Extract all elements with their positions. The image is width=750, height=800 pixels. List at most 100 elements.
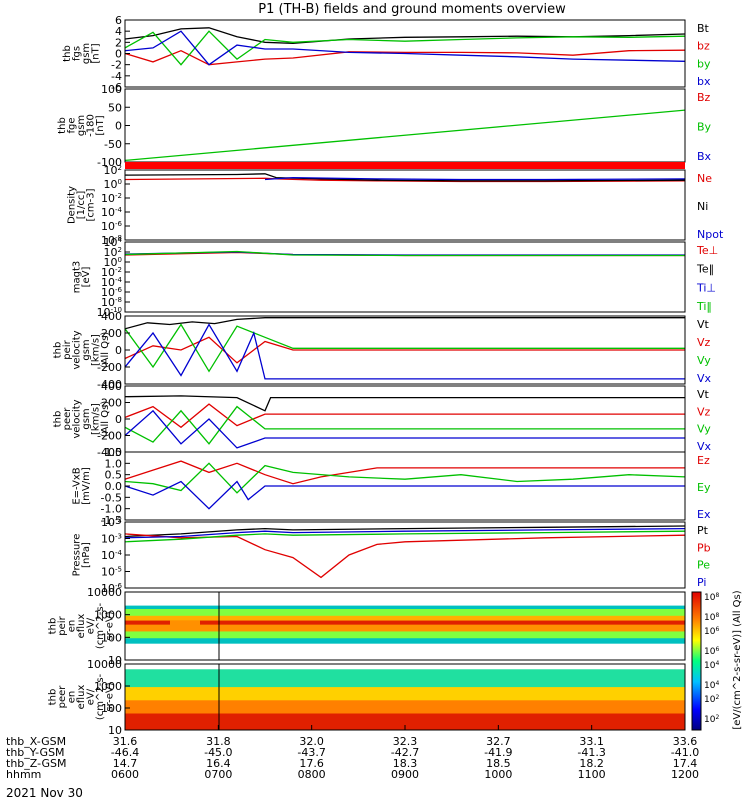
y-tick-label: 2: [115, 36, 122, 49]
series-line-1: [125, 49, 685, 66]
series-line-2: [125, 405, 685, 445]
series-line-1: [125, 336, 685, 364]
colorbar-tick-label: 106: [704, 626, 719, 637]
y-tick-label: 0.0: [105, 480, 123, 493]
series-group: [125, 27, 685, 66]
panel-peer-eflux: 10000 1000 100 10 thbpeerenefluxeV/(cm^2-s-s…: [48, 658, 686, 737]
x-tick-label: 14.7: [113, 757, 138, 770]
y-axis-label: fgs: [71, 46, 82, 61]
y-tick-label: -2: [111, 59, 122, 72]
y-tick-label: 4: [115, 25, 122, 38]
legend-entry: by: [697, 57, 711, 70]
x-tick-label: 32.3: [393, 735, 418, 748]
y-tick-label: 400: [101, 380, 122, 393]
heatmap-band: [125, 624, 685, 632]
y-tick-label: -1.0: [101, 503, 122, 516]
series-line-2: [125, 250, 685, 257]
series-line-0: [125, 177, 685, 183]
legend-entry: Te⊥: [696, 244, 718, 257]
y-tick-label: 100: [104, 256, 122, 269]
plot-frame: [124, 241, 686, 313]
y-tick-label: 10000: [87, 658, 122, 671]
y-tick-label: 1.5: [105, 446, 123, 459]
y-tick-label: 10-4: [101, 549, 123, 562]
y-axis-label: Density: [67, 186, 78, 224]
plot-frame: [124, 169, 686, 241]
y-tick-label: 10000: [87, 586, 122, 599]
y-tick-label: 6: [115, 14, 122, 27]
figure-title: P1 (TH-B) fields and ground moments over…: [258, 2, 566, 17]
legend-entry: bx: [697, 75, 711, 88]
y-tick-label: 10-5: [101, 566, 122, 579]
heatmap-band: [125, 638, 685, 645]
flag-band: [125, 162, 685, 169]
legend-entry: Pi: [697, 576, 706, 589]
x-tick-label: 18.5: [486, 757, 511, 770]
y-axis-label: [eV]: [81, 267, 92, 288]
legend-entry: Ti‖: [696, 300, 712, 313]
colorbar-tick-label: 108: [704, 592, 719, 603]
y-axis-label: (cm^2-s-: [95, 673, 106, 720]
panels-group: 6420-2-4-6thbfgsgsm[nT]Btbzbybx100500-50…: [48, 14, 724, 737]
x-tick-label: -43.7: [297, 746, 325, 759]
y-tick-label: 100: [104, 178, 122, 191]
series-line-2: [125, 323, 685, 373]
x-tick-label: 31.6: [113, 735, 138, 748]
y-axis-label: gsm: [81, 339, 92, 360]
y-axis-label: [nPa]: [81, 542, 92, 568]
y-tick-label: 1.0: [105, 457, 123, 470]
colorbar-tick-label: 102: [704, 714, 719, 725]
legend-entry: Ni: [697, 200, 708, 213]
series-group: [125, 173, 685, 183]
y-tick-label: 0: [115, 48, 122, 61]
series-line-0: [125, 109, 685, 162]
y-axis-label: eV/: [86, 617, 97, 634]
legend-entry: Bz: [697, 91, 711, 104]
heatmap-band: [125, 592, 685, 607]
heatmap-band: [125, 700, 685, 714]
date-label: 2021 Nov 30: [6, 786, 83, 800]
colorbar-tick-label: 104: [704, 660, 719, 671]
y-tick-label: -400: [97, 378, 122, 391]
x-tick-label: 18.2: [579, 757, 604, 770]
legend-entry: Vy: [697, 423, 711, 436]
colorbar-tick-label: 106: [704, 646, 719, 657]
x-tick-label: 1100: [578, 768, 606, 781]
legend-entry: Pb: [697, 541, 711, 554]
y-axis-label: (All Qs): [100, 401, 111, 438]
legend-entry: Vt: [697, 388, 710, 401]
series-line-3: [125, 30, 685, 66]
legend-entry: Vy: [697, 354, 711, 367]
series-line-3: [125, 409, 685, 449]
y-axis-label: [nT]: [95, 115, 106, 135]
y-tick-label: -0.5: [101, 491, 122, 504]
y-axis-label: sr-eV): [105, 611, 116, 640]
y-tick-label: 10: [108, 654, 122, 667]
series-group: [125, 525, 685, 579]
series-group: [125, 250, 685, 257]
y-axis-label: gsm: [81, 408, 92, 429]
y-axis-label: [km/s]: [90, 403, 101, 435]
series-line-0: [125, 395, 685, 412]
y-axis-label: thb: [52, 342, 63, 359]
y-axis-label: [km/s]: [90, 334, 101, 366]
x-tick-label: 33.1: [579, 735, 604, 748]
heatmap-patch: [170, 620, 200, 629]
y-axis-label: [nT]: [90, 43, 101, 63]
legend-entry: Ez: [697, 454, 710, 467]
y-axis-label: [1/cc]: [76, 191, 87, 220]
x-tick-label: 0700: [204, 768, 232, 781]
x-tick-label: 31.8: [206, 735, 231, 748]
y-tick-label: 100: [101, 83, 122, 96]
y-tick-label: 100: [101, 631, 122, 644]
x-tick-label: -41.0: [671, 746, 699, 759]
x-tick-label: 32.7: [486, 735, 511, 748]
x-tick-label: 1200: [671, 768, 699, 781]
x-row-label: thb_Y-GSM: [6, 746, 65, 759]
colorbar-tick-label: 102: [704, 694, 719, 705]
y-axis-label: magt3: [71, 261, 82, 294]
y-tick-label: 100: [101, 702, 122, 715]
colorbar-tick-label: 104: [704, 680, 719, 691]
y-tick-label: -200: [97, 361, 122, 374]
